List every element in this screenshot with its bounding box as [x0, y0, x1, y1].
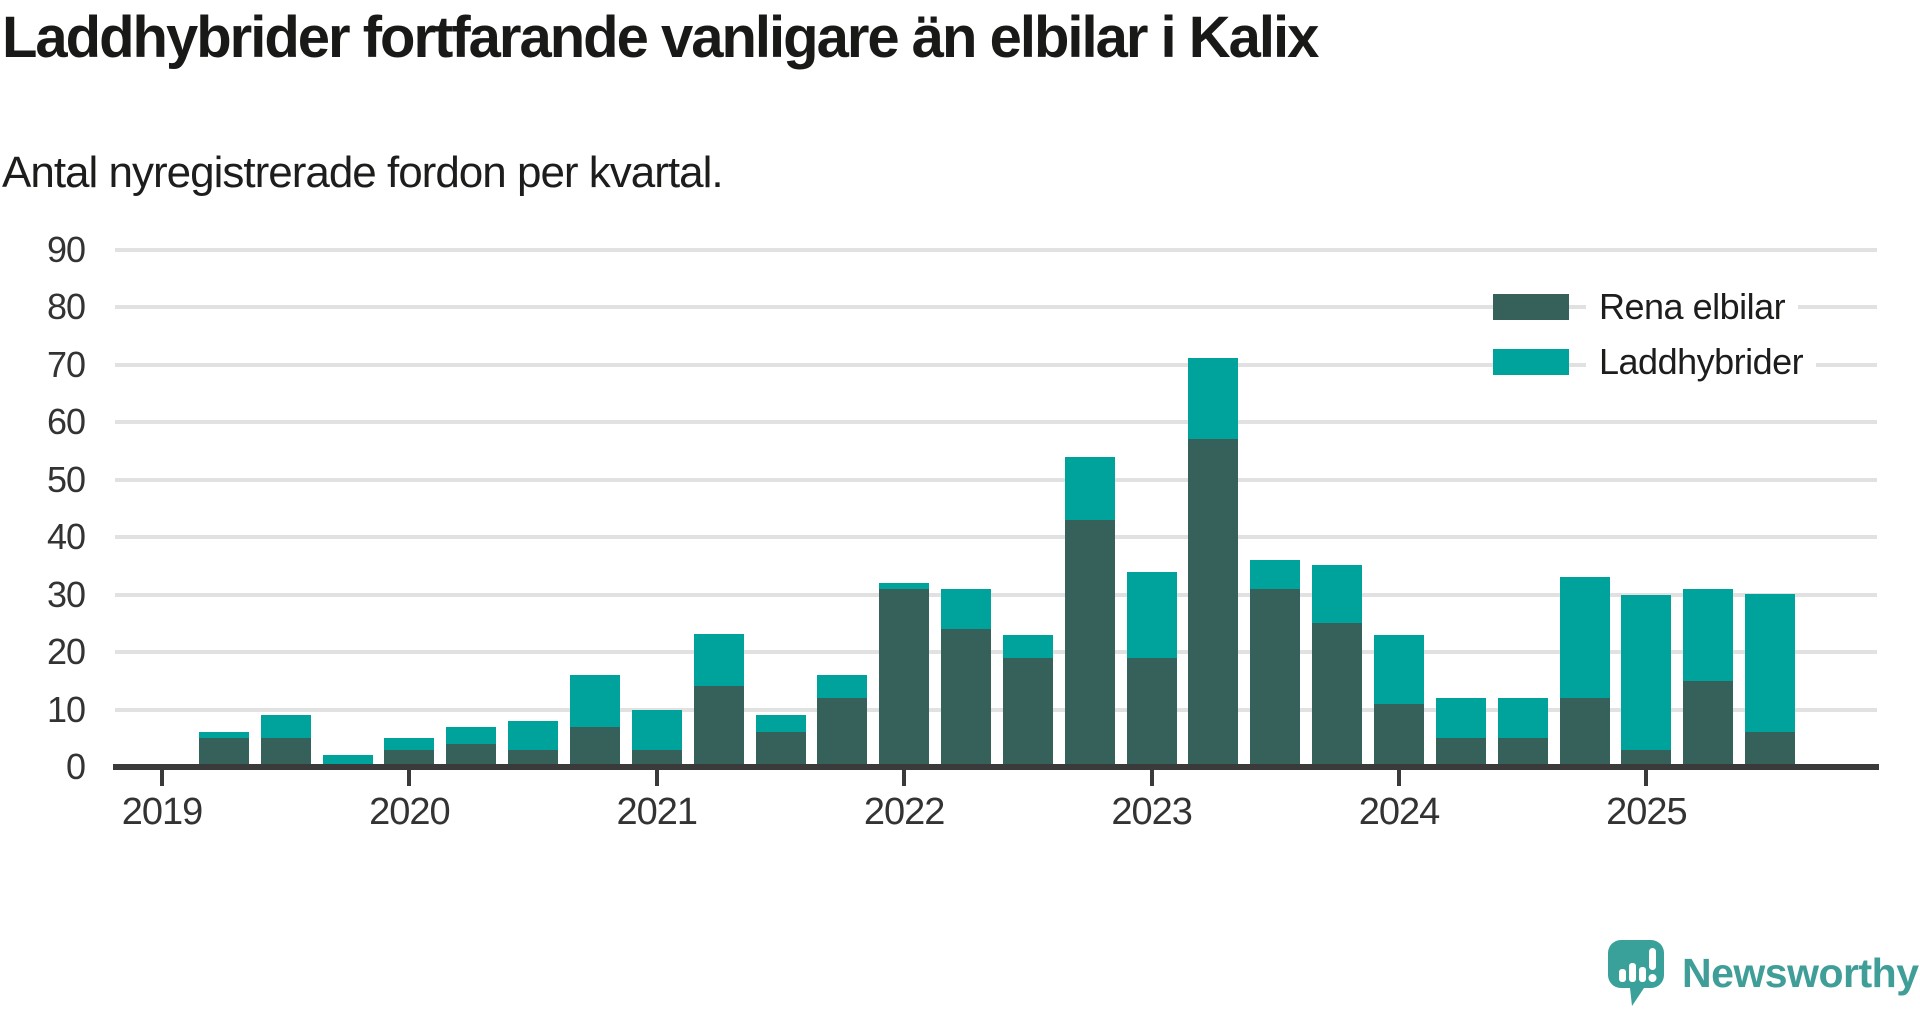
y-axis-tick-label: 80 — [46, 286, 86, 327]
bar-segment-laddhybrider-2020-q4 — [569, 675, 620, 727]
x-axis-tick — [1644, 770, 1649, 786]
bar-segment-rena_elbilar-2020-q2 — [446, 744, 497, 767]
x-axis-tick — [654, 770, 659, 786]
bar-segment-laddhybrider-2024-q4 — [1559, 577, 1610, 698]
gridline-y-30 — [115, 592, 1877, 597]
x-axis-year-label: 2022 — [863, 791, 946, 833]
x-axis-year-label: 2023 — [1111, 791, 1193, 833]
y-axis-tick-label: 40 — [46, 516, 86, 557]
y-axis-tick-label: 60 — [46, 401, 86, 442]
bar-segment-laddhybrider-2023-q2 — [1188, 358, 1239, 439]
y-axis-tick-label: 10 — [46, 688, 86, 730]
bar-segment-rena_elbilar-2022-q2 — [941, 629, 992, 767]
y-axis-tick-label: 20 — [46, 631, 86, 672]
bar-segment-laddhybrider-2021-q2 — [693, 634, 744, 686]
bar-segment-laddhybrider-2025-q2 — [1683, 589, 1734, 681]
gridline-y-50 — [115, 477, 1877, 482]
bar-segment-rena_elbilar-2023-q2 — [1188, 439, 1239, 767]
legend-swatch-laddhybrider — [1493, 349, 1569, 375]
x-axis-tick — [1397, 770, 1401, 786]
bar-segment-rena_elbilar-2024-q3 — [1497, 738, 1548, 767]
bar-segment-rena_elbilar-2021-q1 — [631, 750, 682, 767]
bar-segment-rena_elbilar-2020-q4 — [569, 727, 620, 767]
bar-segment-rena_elbilar-2021-q2 — [693, 686, 744, 767]
legend-label-rena-elbilar: Rena elbilar — [1586, 285, 1799, 329]
bar-segment-rena_elbilar-2019-q3 — [260, 738, 311, 767]
x-axis-line — [113, 764, 1879, 770]
bar-segment-laddhybrider-2019-q3 — [260, 715, 311, 738]
gridline-y-60 — [115, 420, 1877, 424]
bar-segment-rena_elbilar-2023-q1 — [1126, 658, 1177, 767]
bar-segment-rena_elbilar-2022-q1 — [879, 589, 930, 767]
x-axis-year-label: 2021 — [616, 791, 699, 833]
bar-segment-laddhybrider-2020-q3 — [508, 721, 559, 750]
bar-segment-laddhybrider-2020-q1 — [384, 738, 435, 750]
bar-segment-laddhybrider-2024-q2 — [1435, 698, 1486, 738]
x-axis-year-label: 2024 — [1358, 791, 1441, 833]
bar-segment-laddhybrider-2024-q1 — [1374, 635, 1424, 704]
bar-segment-rena_elbilar-2022-q3 — [1002, 658, 1053, 767]
bar-segment-rena_elbilar-2025-q3 — [1745, 732, 1796, 767]
bar-segment-rena_elbilar-2023-q4 — [1312, 623, 1363, 767]
bar-segment-laddhybrider-2021-q1 — [631, 710, 682, 750]
newsworthy-logo: Newsworthy — [1606, 938, 1919, 1008]
bar-segment-rena_elbilar-2020-q3 — [508, 750, 559, 767]
bar-segment-rena_elbilar-2019-q2 — [198, 738, 249, 767]
bar-segment-laddhybrider-2022-q2 — [941, 589, 992, 629]
chart-title: Laddhybrider fortfarande vanligare än el… — [2, 5, 1319, 70]
bar-segment-laddhybrider-2022-q1 — [879, 583, 930, 589]
gridline-y-10 — [115, 707, 1877, 712]
bar-segment-rena_elbilar-2020-q1 — [384, 750, 435, 767]
bar-segment-rena_elbilar-2024-q4 — [1559, 698, 1610, 767]
legend-swatch-rena-elbilar — [1493, 294, 1569, 320]
bar-segment-rena_elbilar-2025-q1 — [1621, 750, 1672, 767]
bar-segment-rena_elbilar-2023-q3 — [1250, 589, 1301, 767]
bar-segment-rena_elbilar-2024-q1 — [1374, 704, 1424, 767]
bar-segment-rena_elbilar-2024-q2 — [1435, 738, 1486, 767]
gridline-y-20 — [115, 650, 1877, 654]
gridline-y-90 — [115, 247, 1877, 252]
bar-segment-rena_elbilar-2021-q4 — [817, 698, 868, 767]
bar-segment-laddhybrider-2024-q3 — [1497, 698, 1548, 738]
x-axis-tick — [160, 770, 164, 786]
bar-segment-laddhybrider-2020-q2 — [446, 727, 497, 744]
y-axis-tick-label: 50 — [46, 458, 86, 500]
bar-segment-laddhybrider-2022-q4 — [1064, 457, 1115, 520]
gridline-y-70 — [115, 362, 1877, 367]
newsworthy-logo-text: Newsworthy — [1682, 949, 1919, 996]
y-axis-tick-label: 70 — [46, 343, 86, 385]
y-axis-tick-label: 30 — [46, 573, 86, 615]
bar-segment-laddhybrider-2023-q3 — [1250, 560, 1301, 589]
x-axis-tick — [407, 770, 412, 786]
x-axis-year-label: 2020 — [369, 791, 451, 833]
x-axis-tick — [902, 770, 907, 786]
legend-item-rena-elbilar: Rena elbilar — [1493, 285, 1816, 329]
bar-segment-rena_elbilar-2021-q3 — [755, 732, 806, 767]
bar-segment-laddhybrider-2023-q4 — [1312, 565, 1363, 623]
bar-segment-laddhybrider-2023-q1 — [1126, 572, 1177, 658]
x-axis-year-label: 2025 — [1606, 791, 1688, 833]
bar-segment-rena_elbilar-2025-q2 — [1683, 681, 1734, 767]
legend-item-laddhybrider: Laddhybrider — [1493, 340, 1817, 384]
bar-segment-laddhybrider-2022-q3 — [1002, 635, 1053, 658]
bar-segment-laddhybrider-2021-q4 — [817, 675, 868, 698]
bar-segment-laddhybrider-2025-q1 — [1621, 595, 1672, 750]
y-axis-tick-label: 0 — [65, 746, 86, 787]
legend: Rena elbilar Laddhybrider — [1493, 285, 1817, 395]
chart-subtitle: Antal nyregistrerade fordon per kvartal. — [2, 148, 724, 197]
bar-segment-rena_elbilar-2022-q4 — [1064, 520, 1115, 767]
bar-segment-laddhybrider-2021-q3 — [755, 715, 806, 732]
bar-segment-laddhybrider-2025-q3 — [1745, 594, 1796, 732]
gridline-y-40 — [115, 535, 1877, 539]
y-axis-tick-label: 90 — [46, 228, 86, 270]
bar-segment-laddhybrider-2019-q2 — [198, 732, 249, 738]
x-axis-year-label: 2019 — [121, 791, 204, 833]
x-axis-tick — [1149, 770, 1154, 786]
speech-bubble-bar-chart-icon — [1608, 940, 1664, 1006]
gridline-y-80 — [115, 305, 1877, 309]
legend-label-laddhybrider: Laddhybrider — [1586, 340, 1817, 384]
